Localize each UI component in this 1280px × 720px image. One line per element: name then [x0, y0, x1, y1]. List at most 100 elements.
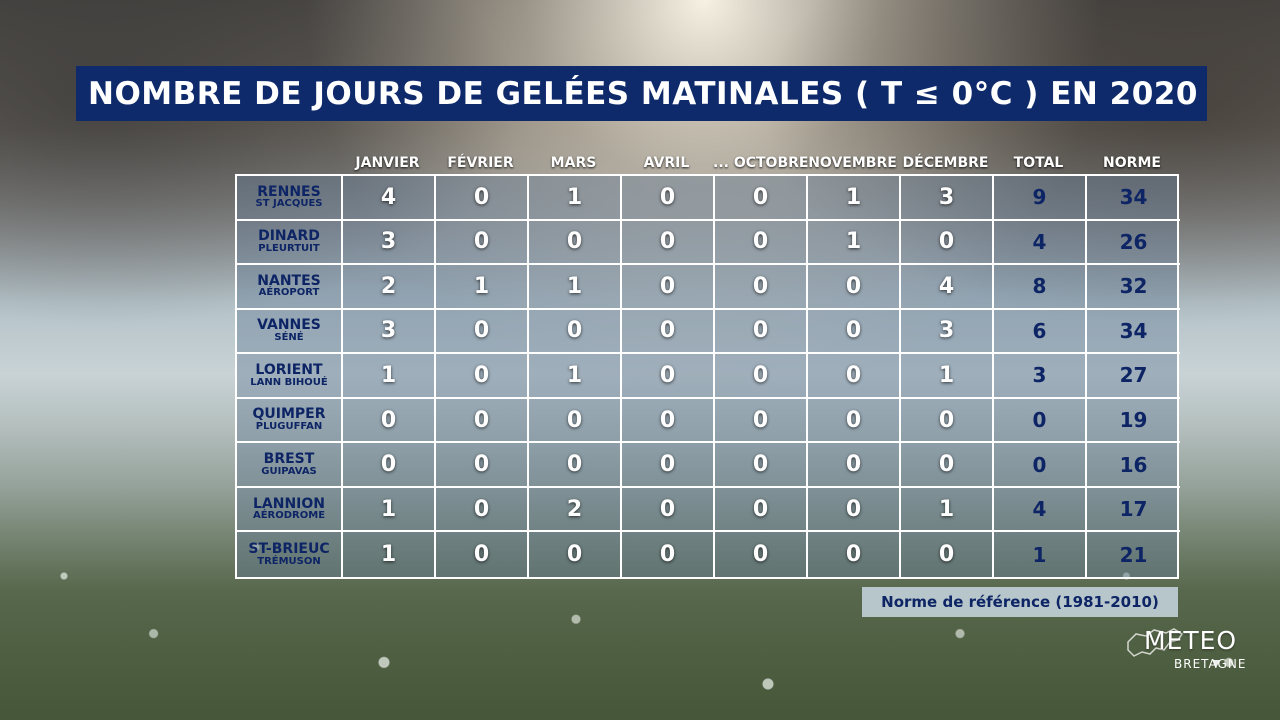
month-cell: 2: [529, 487, 622, 533]
norme-value: 19: [1119, 408, 1148, 433]
month-cell: 0: [901, 532, 994, 577]
frost-days-value: 0: [473, 407, 490, 433]
month-cell: 1: [343, 487, 436, 533]
frost-days-value: 3: [938, 184, 955, 210]
station-cell: RENNES ST JACQUES: [237, 176, 343, 221]
frost-days-value: 0: [659, 273, 676, 299]
frost-days-value: 1: [380, 496, 397, 522]
month-cell: 0: [622, 309, 715, 355]
month-cell: 0: [715, 354, 808, 399]
norme-cell: 26: [1087, 221, 1180, 266]
month-cell: 0: [622, 220, 715, 266]
month-cell: 0: [808, 398, 901, 444]
station-cell: LANNION AÉRODROME: [237, 487, 343, 533]
frost-days-value: 0: [659, 542, 676, 568]
total-value: 9: [1032, 185, 1047, 210]
column-header: TOTAL: [1013, 155, 1064, 171]
frost-days-value: 1: [566, 362, 583, 388]
month-cell: 1: [901, 354, 994, 399]
month-cell: 0: [901, 443, 994, 488]
frost-days-table: RENNES ST JACQUES 4 0 1 0 0 1 3 9 34 DINARD PLEURTUI…: [235, 174, 1180, 579]
norme-value: 26: [1119, 229, 1148, 254]
month-cell: 1: [436, 265, 529, 310]
logo-sub-text: BRETAGNE: [1174, 657, 1247, 671]
frost-days-value: 0: [845, 496, 862, 522]
frost-days-value: 0: [473, 496, 490, 522]
station-name: QUIMPER: [252, 406, 326, 423]
total-value: 4: [1032, 229, 1047, 254]
frost-days-value: 0: [845, 542, 862, 568]
meteo-bretagne-logo: METEO BRETAGNE: [1120, 620, 1260, 682]
month-cell: 0: [715, 398, 808, 444]
frost-days-value: 0: [659, 184, 676, 210]
month-cell: 0: [901, 398, 994, 444]
month-cell: 0: [529, 532, 622, 577]
month-cell: 0: [715, 220, 808, 266]
station-cell: ST-BRIEUC TRÉMUSON: [237, 532, 343, 577]
month-cell: 0: [436, 443, 529, 488]
month-cell: 0: [808, 443, 901, 488]
column-header: ... OCTOBRE: [713, 155, 809, 171]
column-header: FÉVRIER: [447, 155, 514, 171]
total-value: 0: [1032, 452, 1047, 477]
month-cell: 0: [808, 309, 901, 355]
frost-days-value: 1: [566, 184, 583, 210]
month-cell: 0: [622, 354, 715, 399]
month-cell: 0: [808, 265, 901, 310]
reference-note: Norme de référence (1981-2010): [862, 587, 1178, 617]
total-value: 4: [1032, 497, 1047, 522]
station-site: AÉRODROME: [252, 510, 326, 522]
column-header: NORME: [1103, 155, 1161, 171]
frost-days-value: 0: [659, 496, 676, 522]
frost-days-value: 0: [752, 229, 769, 255]
month-cell: 0: [715, 176, 808, 221]
month-cell: 0: [622, 532, 715, 577]
month-cell: 0: [808, 487, 901, 533]
frost-days-value: 0: [938, 542, 955, 568]
month-cell: 4: [343, 176, 436, 221]
month-cell: 0: [622, 176, 715, 221]
norme-cell: 17: [1087, 488, 1180, 533]
total-cell: 0: [994, 443, 1087, 488]
frost-days-value: 0: [380, 407, 397, 433]
norme-value: 34: [1119, 318, 1148, 343]
frost-days-value: 0: [473, 452, 490, 478]
frost-days-value: 1: [938, 362, 955, 388]
frost-days-value: 4: [380, 184, 397, 210]
frost-days-value: 0: [845, 318, 862, 344]
month-cell: 0: [529, 398, 622, 444]
frost-days-value: 0: [473, 184, 490, 210]
frost-days-value: 1: [380, 362, 397, 388]
month-cell: 0: [436, 309, 529, 355]
frost-days-value: 2: [380, 273, 397, 299]
month-cell: 0: [715, 487, 808, 533]
frost-days-value: 1: [845, 184, 862, 210]
frost-days-value: 0: [752, 542, 769, 568]
norme-cell: 34: [1087, 310, 1180, 355]
frost-days-value: 0: [566, 229, 583, 255]
frost-days-value: 0: [473, 542, 490, 568]
frost-days-value: 4: [938, 273, 955, 299]
frost-days-value: 0: [752, 452, 769, 478]
station-site: TRÉMUSON: [257, 555, 321, 567]
station-cell: QUIMPER PLUGUFFAN: [237, 398, 343, 444]
frost-days-value: 0: [473, 318, 490, 344]
month-cell: 0: [622, 487, 715, 533]
month-cell: 3: [901, 309, 994, 355]
frost-days-value: 0: [659, 362, 676, 388]
column-header: NOVEMBRE: [808, 155, 897, 171]
frost-days-value: 0: [752, 184, 769, 210]
station-site: AÉROPORT: [258, 287, 320, 299]
station-name: NANTES: [257, 272, 321, 289]
month-cell: 0: [436, 532, 529, 577]
norme-value: 16: [1119, 452, 1148, 477]
norme-cell: 34: [1087, 176, 1180, 221]
month-cell: 1: [901, 487, 994, 533]
frost-days-value: 0: [659, 229, 676, 255]
month-cell: 0: [808, 354, 901, 399]
frost-days-value: 1: [473, 273, 490, 299]
month-cell: 0: [622, 398, 715, 444]
frost-days-value: 3: [380, 318, 397, 344]
month-cell: 0: [715, 309, 808, 355]
total-cell: 8: [994, 265, 1087, 310]
